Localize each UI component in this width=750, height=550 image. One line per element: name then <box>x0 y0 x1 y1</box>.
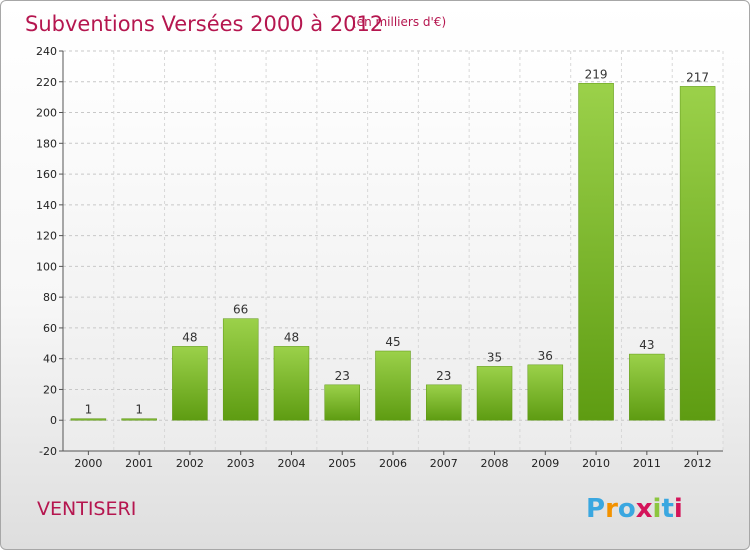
y-tick-label: 120 <box>36 230 57 243</box>
location-name: VENTISERI <box>37 498 136 520</box>
value-label-2005: 23 <box>335 369 350 383</box>
y-tick-label: 220 <box>36 76 57 89</box>
logo-letter: t <box>661 494 673 524</box>
logo-letter: x <box>636 494 653 524</box>
value-label-2008: 35 <box>487 350 502 364</box>
bar-2001 <box>121 418 157 421</box>
y-tick-label: 180 <box>36 137 57 150</box>
bar-2000 <box>70 418 107 421</box>
y-tick-labels: -20 0 20 40 60 80 100 120 140 160 180 200 220 240 <box>36 45 57 458</box>
bar-2004 <box>273 346 310 421</box>
x-tick-label-2004: 2004 <box>277 457 305 470</box>
x-tick-label-2008: 2008 <box>481 457 509 470</box>
value-label-2003: 66 <box>233 303 248 317</box>
x-tick-label-2006: 2006 <box>379 457 407 470</box>
y-tick-label: 80 <box>43 291 57 304</box>
value-label-2009: 36 <box>538 349 553 363</box>
x-tick-label-2003: 2003 <box>227 457 255 470</box>
x-tick-label-2001: 2001 <box>125 457 153 470</box>
bar-2010 <box>578 83 614 421</box>
axes <box>59 50 723 455</box>
bar-2002 <box>172 346 208 421</box>
y-tick-label: -20 <box>39 445 57 458</box>
unit-note: (en milliers d'€) <box>352 15 446 29</box>
y-tick-label: 240 <box>36 45 57 58</box>
value-label-2011: 43 <box>639 338 654 352</box>
x-tick-label-2012: 2012 <box>684 457 712 470</box>
y-tick-label: 100 <box>36 260 57 273</box>
x-tick-label-2007: 2007 <box>430 457 458 470</box>
y-tick-label: 140 <box>36 199 57 212</box>
y-tick-label: 160 <box>36 168 57 181</box>
bar-2012 <box>679 86 716 421</box>
logo-letter: i <box>674 494 683 524</box>
value-label-2010: 219 <box>585 67 608 81</box>
x-tick-labels: 2000 2001 2002 2003 2004 2005 2006 2007 2008 2009… <box>74 457 711 470</box>
bar-2011 <box>629 353 665 421</box>
value-label-2002: 48 <box>182 330 197 344</box>
x-tick-label-2009: 2009 <box>531 457 559 470</box>
value-label-2007: 23 <box>436 369 451 383</box>
x-tick-label-2011: 2011 <box>633 457 661 470</box>
y-tick-label: 40 <box>43 353 57 366</box>
y-tick-label: 20 <box>43 383 57 396</box>
value-label-2012: 217 <box>686 70 709 84</box>
logo-letter: r <box>605 494 618 524</box>
value-label-2001: 1 <box>135 403 143 417</box>
logo-letter: i <box>653 494 662 524</box>
value-label-2006: 45 <box>385 335 400 349</box>
y-tick-label: 200 <box>36 107 57 120</box>
bar-2007 <box>426 384 462 421</box>
bar-2006 <box>375 350 411 421</box>
y-tick-label: 0 <box>50 414 57 427</box>
x-tick-label-2010: 2010 <box>582 457 610 470</box>
x-tick-label-2002: 2002 <box>176 457 204 470</box>
x-tick-label-2000: 2000 <box>74 457 102 470</box>
value-label-2004: 48 <box>284 330 299 344</box>
chart-title: Subventions Versées 2000 à 2012 <box>25 12 383 36</box>
value-label-2000: 1 <box>85 403 93 417</box>
proxiti-logo: Proxiti <box>586 494 683 524</box>
bar-2003 <box>222 318 259 421</box>
y-tick-label: 60 <box>43 322 57 335</box>
logo-letter: o <box>618 494 636 524</box>
bar-2005 <box>324 384 360 421</box>
bar-2008 <box>476 366 513 421</box>
bar-2009 <box>527 364 564 421</box>
bars <box>70 83 716 421</box>
x-tick-label-2005: 2005 <box>328 457 356 470</box>
value-labels: 1 1 48 66 48 23 45 23 35 36 219 43 217 <box>85 67 710 416</box>
logo-letter: P <box>586 494 605 524</box>
